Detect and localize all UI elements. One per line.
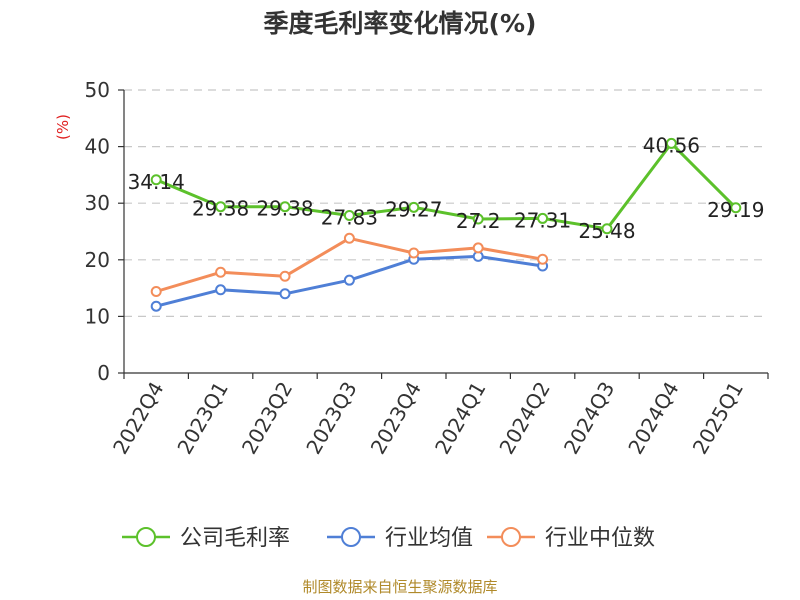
data-point bbox=[730, 202, 742, 214]
data-point bbox=[472, 213, 484, 225]
data-point bbox=[408, 201, 420, 213]
data-label: 29.38 bbox=[192, 197, 249, 221]
data-point bbox=[343, 274, 355, 286]
data-label: 27.2 bbox=[456, 209, 501, 233]
data-point bbox=[150, 285, 162, 297]
y-tick-label: 30 bbox=[85, 191, 110, 215]
y-axis-label: (%) bbox=[54, 114, 72, 140]
series-0 bbox=[150, 137, 742, 235]
data-point bbox=[279, 288, 291, 300]
legend-marker bbox=[136, 527, 156, 547]
legend-marker bbox=[501, 527, 521, 547]
x-tick-label: 2023Q2 bbox=[237, 378, 297, 459]
data-label: 27.31 bbox=[514, 208, 571, 232]
data-point bbox=[408, 247, 420, 259]
x-tick-label: 2023Q1 bbox=[172, 378, 232, 459]
data-point bbox=[215, 266, 227, 278]
gridlines bbox=[124, 89, 768, 317]
data-label: 29.19 bbox=[707, 198, 764, 222]
legend: 公司毛利率 行业均值 行业中位数 bbox=[122, 526, 655, 551]
data-label: 29.38 bbox=[256, 197, 313, 221]
data-point bbox=[279, 270, 291, 282]
legend-marker bbox=[341, 527, 361, 547]
data-point bbox=[215, 284, 227, 296]
data-label: 25.48 bbox=[578, 219, 635, 243]
data-point bbox=[601, 223, 613, 235]
y-tick-label: 20 bbox=[85, 248, 110, 272]
chart-title: 季度毛利率变化情况(%) bbox=[263, 9, 537, 38]
x-tick-label: 2024Q3 bbox=[559, 378, 619, 459]
series-2 bbox=[150, 232, 549, 297]
legend-label: 公司毛利率 bbox=[180, 526, 290, 551]
series-1 bbox=[150, 250, 549, 312]
x-tick-label: 2023Q4 bbox=[366, 378, 426, 459]
data-point bbox=[537, 253, 549, 265]
legend-label: 行业均值 bbox=[385, 526, 473, 551]
series-line bbox=[155, 141, 737, 231]
legend-label: 行业中位数 bbox=[545, 526, 655, 551]
data-source-note: 制图数据来自恒生聚源数据库 bbox=[302, 578, 498, 596]
data-point bbox=[343, 209, 355, 221]
legend-item-0: 公司毛利率 bbox=[122, 526, 290, 551]
x-tick-label: 2023Q3 bbox=[301, 378, 361, 459]
x-tick-label: 2022Q4 bbox=[108, 378, 168, 459]
data-point bbox=[665, 137, 677, 149]
data-label: 40.56 bbox=[643, 133, 700, 157]
data-labels: 34.14 29.38 29.38 27.83 29.27 27.2 27.31 25.48 4… bbox=[128, 133, 765, 242]
x-tick-label: 2024Q4 bbox=[623, 378, 683, 459]
data-point bbox=[472, 242, 484, 254]
legend-item-2: 行业中位数 bbox=[487, 526, 655, 551]
data-point bbox=[537, 212, 549, 224]
data-label: 29.27 bbox=[385, 197, 442, 221]
data-point bbox=[215, 201, 227, 213]
x-tick-label: 2024Q1 bbox=[430, 378, 490, 459]
data-label: 27.83 bbox=[321, 205, 378, 229]
x-tick-label: 2025Q1 bbox=[688, 378, 748, 459]
y-tick-label: 0 bbox=[97, 361, 110, 385]
series-lines bbox=[150, 137, 742, 312]
y-tick-label: 40 bbox=[85, 135, 110, 159]
data-label: 34.14 bbox=[128, 170, 185, 194]
x-tick-label: 2024Q2 bbox=[494, 378, 554, 459]
y-tick-label: 50 bbox=[85, 78, 110, 102]
y-tick-label: 10 bbox=[85, 304, 110, 328]
data-point bbox=[343, 232, 355, 244]
data-point bbox=[150, 300, 162, 312]
data-point bbox=[279, 201, 291, 213]
data-point bbox=[150, 174, 162, 186]
legend-item-1: 行业均值 bbox=[327, 526, 473, 551]
